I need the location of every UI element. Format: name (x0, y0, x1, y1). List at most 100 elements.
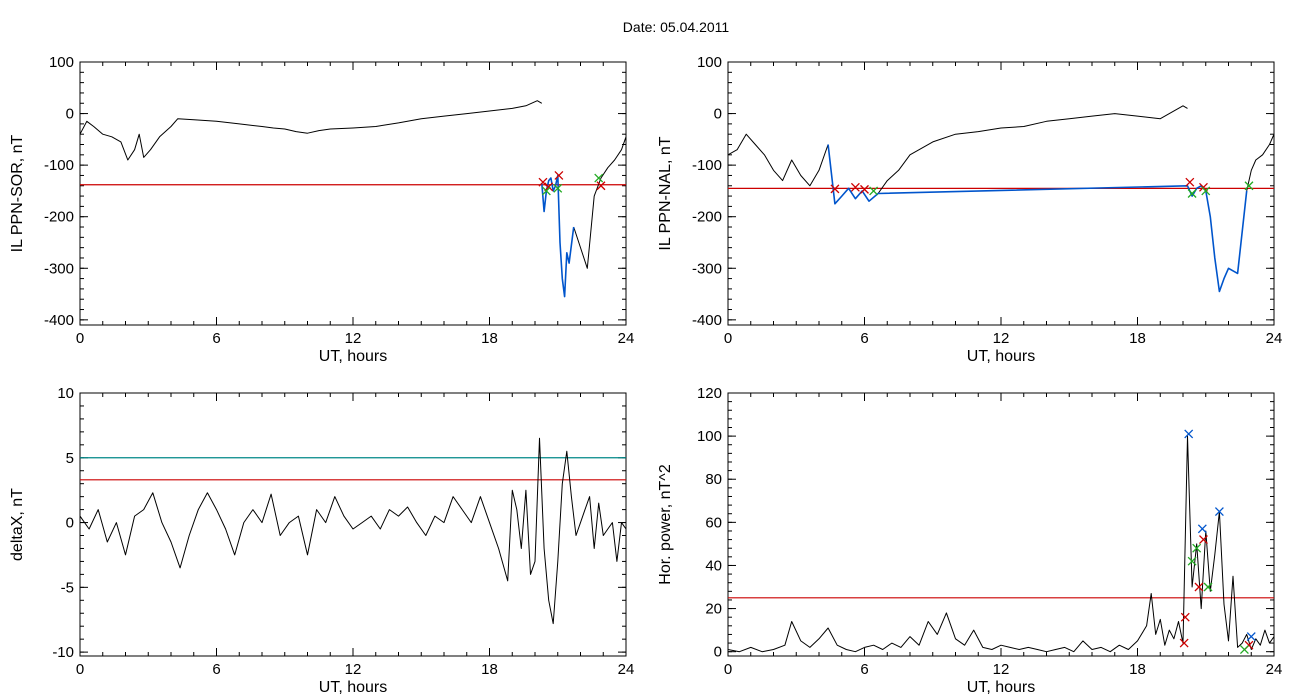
x-marker (544, 182, 554, 192)
x-tick-label: 24 (1266, 330, 1283, 347)
y-tick-label: 80 (705, 471, 722, 488)
y-tick-label: -200 (44, 209, 74, 226)
x-tick-label: 18 (1129, 330, 1146, 347)
series-line (80, 437, 626, 625)
x-marker-stroke (1187, 556, 1197, 566)
x-marker (596, 181, 606, 191)
x-marker (1244, 181, 1254, 191)
x-tick-label: 24 (618, 661, 635, 678)
x-marker (850, 182, 860, 192)
y-axis-title: IL PPN-NAL, nT (657, 136, 674, 250)
x-marker-stroke (1244, 181, 1254, 191)
x-axis-title: UT, hours (319, 679, 387, 696)
x-marker-stroke (1246, 632, 1256, 642)
y-tick-label: -100 (692, 157, 722, 174)
x-tick-label: 18 (1129, 661, 1146, 678)
x-marker-stroke (1199, 535, 1208, 545)
x-marker (1239, 645, 1249, 654)
x-marker (541, 186, 551, 196)
x-marker-stroke (860, 184, 869, 194)
plot-frame (79, 392, 627, 657)
y-tick-label: -200 (692, 209, 722, 226)
x-marker (860, 184, 869, 194)
y-tick-label: 0 (66, 515, 74, 532)
x-marker-stroke (1192, 543, 1202, 553)
y-axis-title: IL PPN-SOR, nT (9, 134, 26, 252)
x-marker-stroke (850, 182, 860, 192)
y-tick-label: 60 (705, 514, 722, 531)
y-tick-label: -5 (61, 579, 74, 596)
y-tick-label: -300 (44, 260, 74, 277)
x-marker-stroke (1203, 582, 1213, 592)
x-tick-label: 0 (724, 330, 732, 347)
x-marker-stroke (594, 173, 604, 183)
chart-panel-1: 0 6 12 18 24 -400 -300 -200 -100 0 100 UT, hours IL … (9, 54, 634, 365)
y-axis-title: deltaX, nT (9, 488, 26, 561)
x-marker-stroke (596, 181, 606, 191)
plot-area (80, 437, 626, 625)
x-marker (830, 184, 840, 194)
y-tick-label: 100 (49, 54, 74, 71)
x-marker (538, 177, 548, 187)
x-tick-label: 24 (618, 330, 635, 347)
plot-area (728, 429, 1274, 654)
plot-area (728, 105, 1274, 293)
x-marker (1180, 612, 1190, 622)
y-tick-label: -100 (44, 157, 74, 174)
x-axis-title: UT, hours (967, 679, 1035, 696)
x-marker-stroke (1197, 524, 1207, 534)
chart-panel-3: 0 6 12 18 24 -10 -5 0 5 10 UT, hours deltaX, nT (9, 385, 634, 696)
x-tick-label: 0 (724, 661, 732, 678)
y-tick-label: 0 (714, 106, 722, 123)
x-marker-stroke (1179, 638, 1189, 648)
x-tick-label: 12 (345, 661, 362, 678)
x-marker (1192, 543, 1202, 553)
x-marker (1201, 186, 1211, 196)
x-marker (1185, 177, 1195, 187)
x-axis-title: UT, hours (319, 348, 387, 365)
x-marker-stroke (1180, 612, 1190, 622)
x-marker (554, 170, 564, 180)
figure-title: Date: 05.04.2011 (623, 19, 730, 35)
y-tick-label: 5 (66, 450, 74, 467)
chart-panel-2: 0 6 12 18 24 -400 -300 -200 -100 0 100 UT, hours IL … (657, 54, 1282, 365)
x-marker-stroke (1239, 645, 1249, 654)
x-marker-stroke (553, 183, 563, 193)
x-tick-label: 12 (993, 330, 1010, 347)
x-marker (1187, 189, 1197, 198)
x-marker (1203, 582, 1213, 592)
x-marker-stroke (869, 186, 879, 196)
x-tick-label: 6 (860, 661, 868, 678)
x-tick-label: 0 (76, 330, 84, 347)
x-marker-stroke (1199, 182, 1208, 192)
x-tick-label: 18 (481, 661, 498, 678)
y-tick-label: 10 (57, 385, 74, 402)
y-tick-label: -10 (52, 644, 74, 661)
x-marker (1184, 429, 1194, 439)
x-tick-label: 0 (76, 661, 84, 678)
y-tick-label: -300 (692, 260, 722, 277)
x-axis-title: UT, hours (967, 348, 1035, 365)
x-marker (1194, 582, 1204, 592)
x-marker (1187, 556, 1197, 566)
highlight-line (827, 144, 1248, 293)
x-marker (1197, 524, 1207, 534)
x-marker-stroke (1214, 507, 1224, 517)
x-tick-label: 12 (993, 661, 1010, 678)
x-marker-stroke (1187, 189, 1197, 198)
y-tick-label: 0 (714, 644, 722, 661)
y-tick-label: 0 (66, 106, 74, 123)
x-marker-stroke (1185, 177, 1195, 187)
x-marker (1214, 507, 1224, 517)
y-tick-label: 120 (697, 385, 722, 402)
x-marker-stroke (538, 177, 548, 187)
x-marker-stroke (1201, 186, 1211, 196)
x-marker (1246, 632, 1256, 642)
y-tick-label: -400 (44, 312, 74, 329)
plot-area (80, 100, 626, 298)
x-marker (1179, 638, 1189, 648)
x-tick-label: 12 (345, 330, 362, 347)
y-tick-label: 100 (697, 428, 722, 445)
plot-frame (727, 392, 1275, 657)
